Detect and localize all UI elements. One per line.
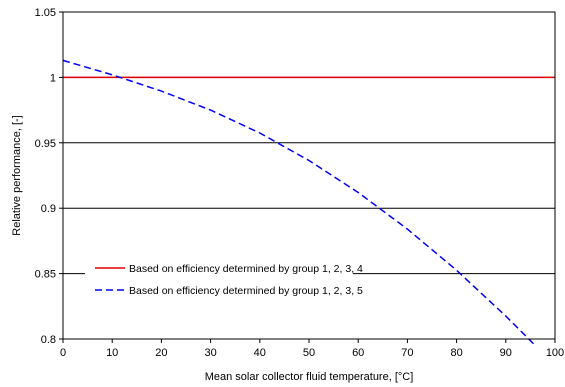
- x-tick-label: 0: [60, 347, 66, 359]
- y-tick-label: 0.85: [35, 269, 56, 281]
- x-tick-label: 80: [450, 347, 462, 359]
- x-tick-label: 50: [303, 347, 315, 359]
- plot-frame: [62, 11, 556, 340]
- legend-entries: Based on efficiency determined by group …: [95, 263, 363, 297]
- legend-label-2: Based on efficiency determined by group …: [129, 285, 363, 297]
- legend: [85, 255, 353, 303]
- y-tick-label: 0.95: [35, 138, 56, 150]
- x-tick-label: 20: [155, 347, 167, 359]
- x-tick-label: 30: [204, 347, 216, 359]
- x-tick-label: 10: [106, 347, 118, 359]
- x-axis-label: Mean solar collector fluid temperature, …: [205, 371, 414, 383]
- y-tick-label: 1.05: [35, 7, 56, 19]
- legend-label-1: Based on efficiency determined by group …: [129, 263, 363, 275]
- y-axis-label: Relative performance, [-]: [11, 115, 23, 235]
- x-tick-label: 40: [254, 347, 266, 359]
- y-tick-label: 0.8: [41, 334, 56, 346]
- y-tick-label: 0.9: [41, 203, 56, 215]
- series-line-2: [62, 59, 536, 347]
- x-tick-label: 90: [500, 347, 512, 359]
- y-tick-label: 1: [50, 72, 56, 84]
- x-tick-label: 60: [352, 347, 364, 359]
- series-lines: [62, 59, 555, 347]
- x-tick-label: 100: [546, 347, 564, 359]
- x-tick-label: 70: [401, 347, 413, 359]
- y-axis-ticks: 0.8 0.85 0.9 0.95 1 1.05: [35, 7, 63, 346]
- x-axis-ticks: 0 10 20 30 40 50 60 70 80 90 100: [60, 339, 564, 359]
